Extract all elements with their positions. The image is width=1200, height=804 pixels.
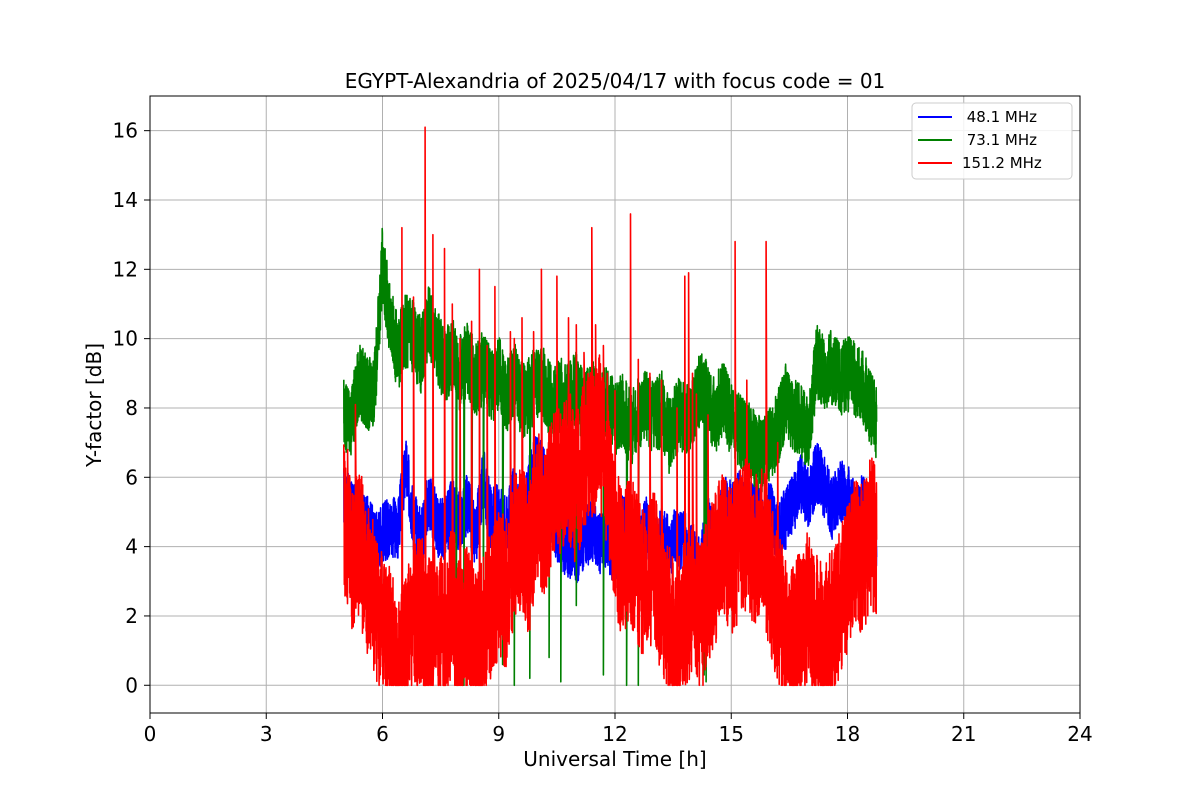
legend-label: 48.1 MHz [962,108,1037,126]
legend: 48.1 MHz 73.1 MHz 151.2 MHz [911,102,1073,180]
legend-label: 73.1 MHz [962,131,1037,149]
x-tick-label: 15 [719,722,744,746]
y-tick-label: 2 [125,604,138,628]
x-tick-label: 12 [602,722,627,746]
series-line-3 [343,126,878,687]
y-tick-label: 0 [125,673,138,697]
x-tick-label: 0 [144,722,157,746]
y-tick-label: 16 [113,119,138,143]
y-tick-label: 8 [125,396,138,420]
plot-lines [343,126,878,687]
y-tick-label: 12 [113,257,138,281]
y-tick-label: 6 [125,465,138,489]
x-tick-label: 9 [492,722,505,746]
x-axis-label: Universal Time [h] [523,747,706,771]
y-tick-label: 4 [125,535,138,559]
legend-box [911,102,1073,180]
chart-title: EGYPT-Alexandria of 2025/04/17 with focu… [345,69,886,93]
x-tick-label: 21 [951,722,976,746]
x-tick-label: 18 [835,722,860,746]
y-tick-label: 14 [113,188,138,212]
y-tick-label: 10 [113,327,138,351]
legend-label: 151.2 MHz [962,154,1042,172]
x-tick-label: 24 [1067,722,1092,746]
x-tick-label: 3 [260,722,273,746]
y-axis-label: Y-factor [dB] [82,343,106,468]
x-tick-label: 6 [376,722,389,746]
